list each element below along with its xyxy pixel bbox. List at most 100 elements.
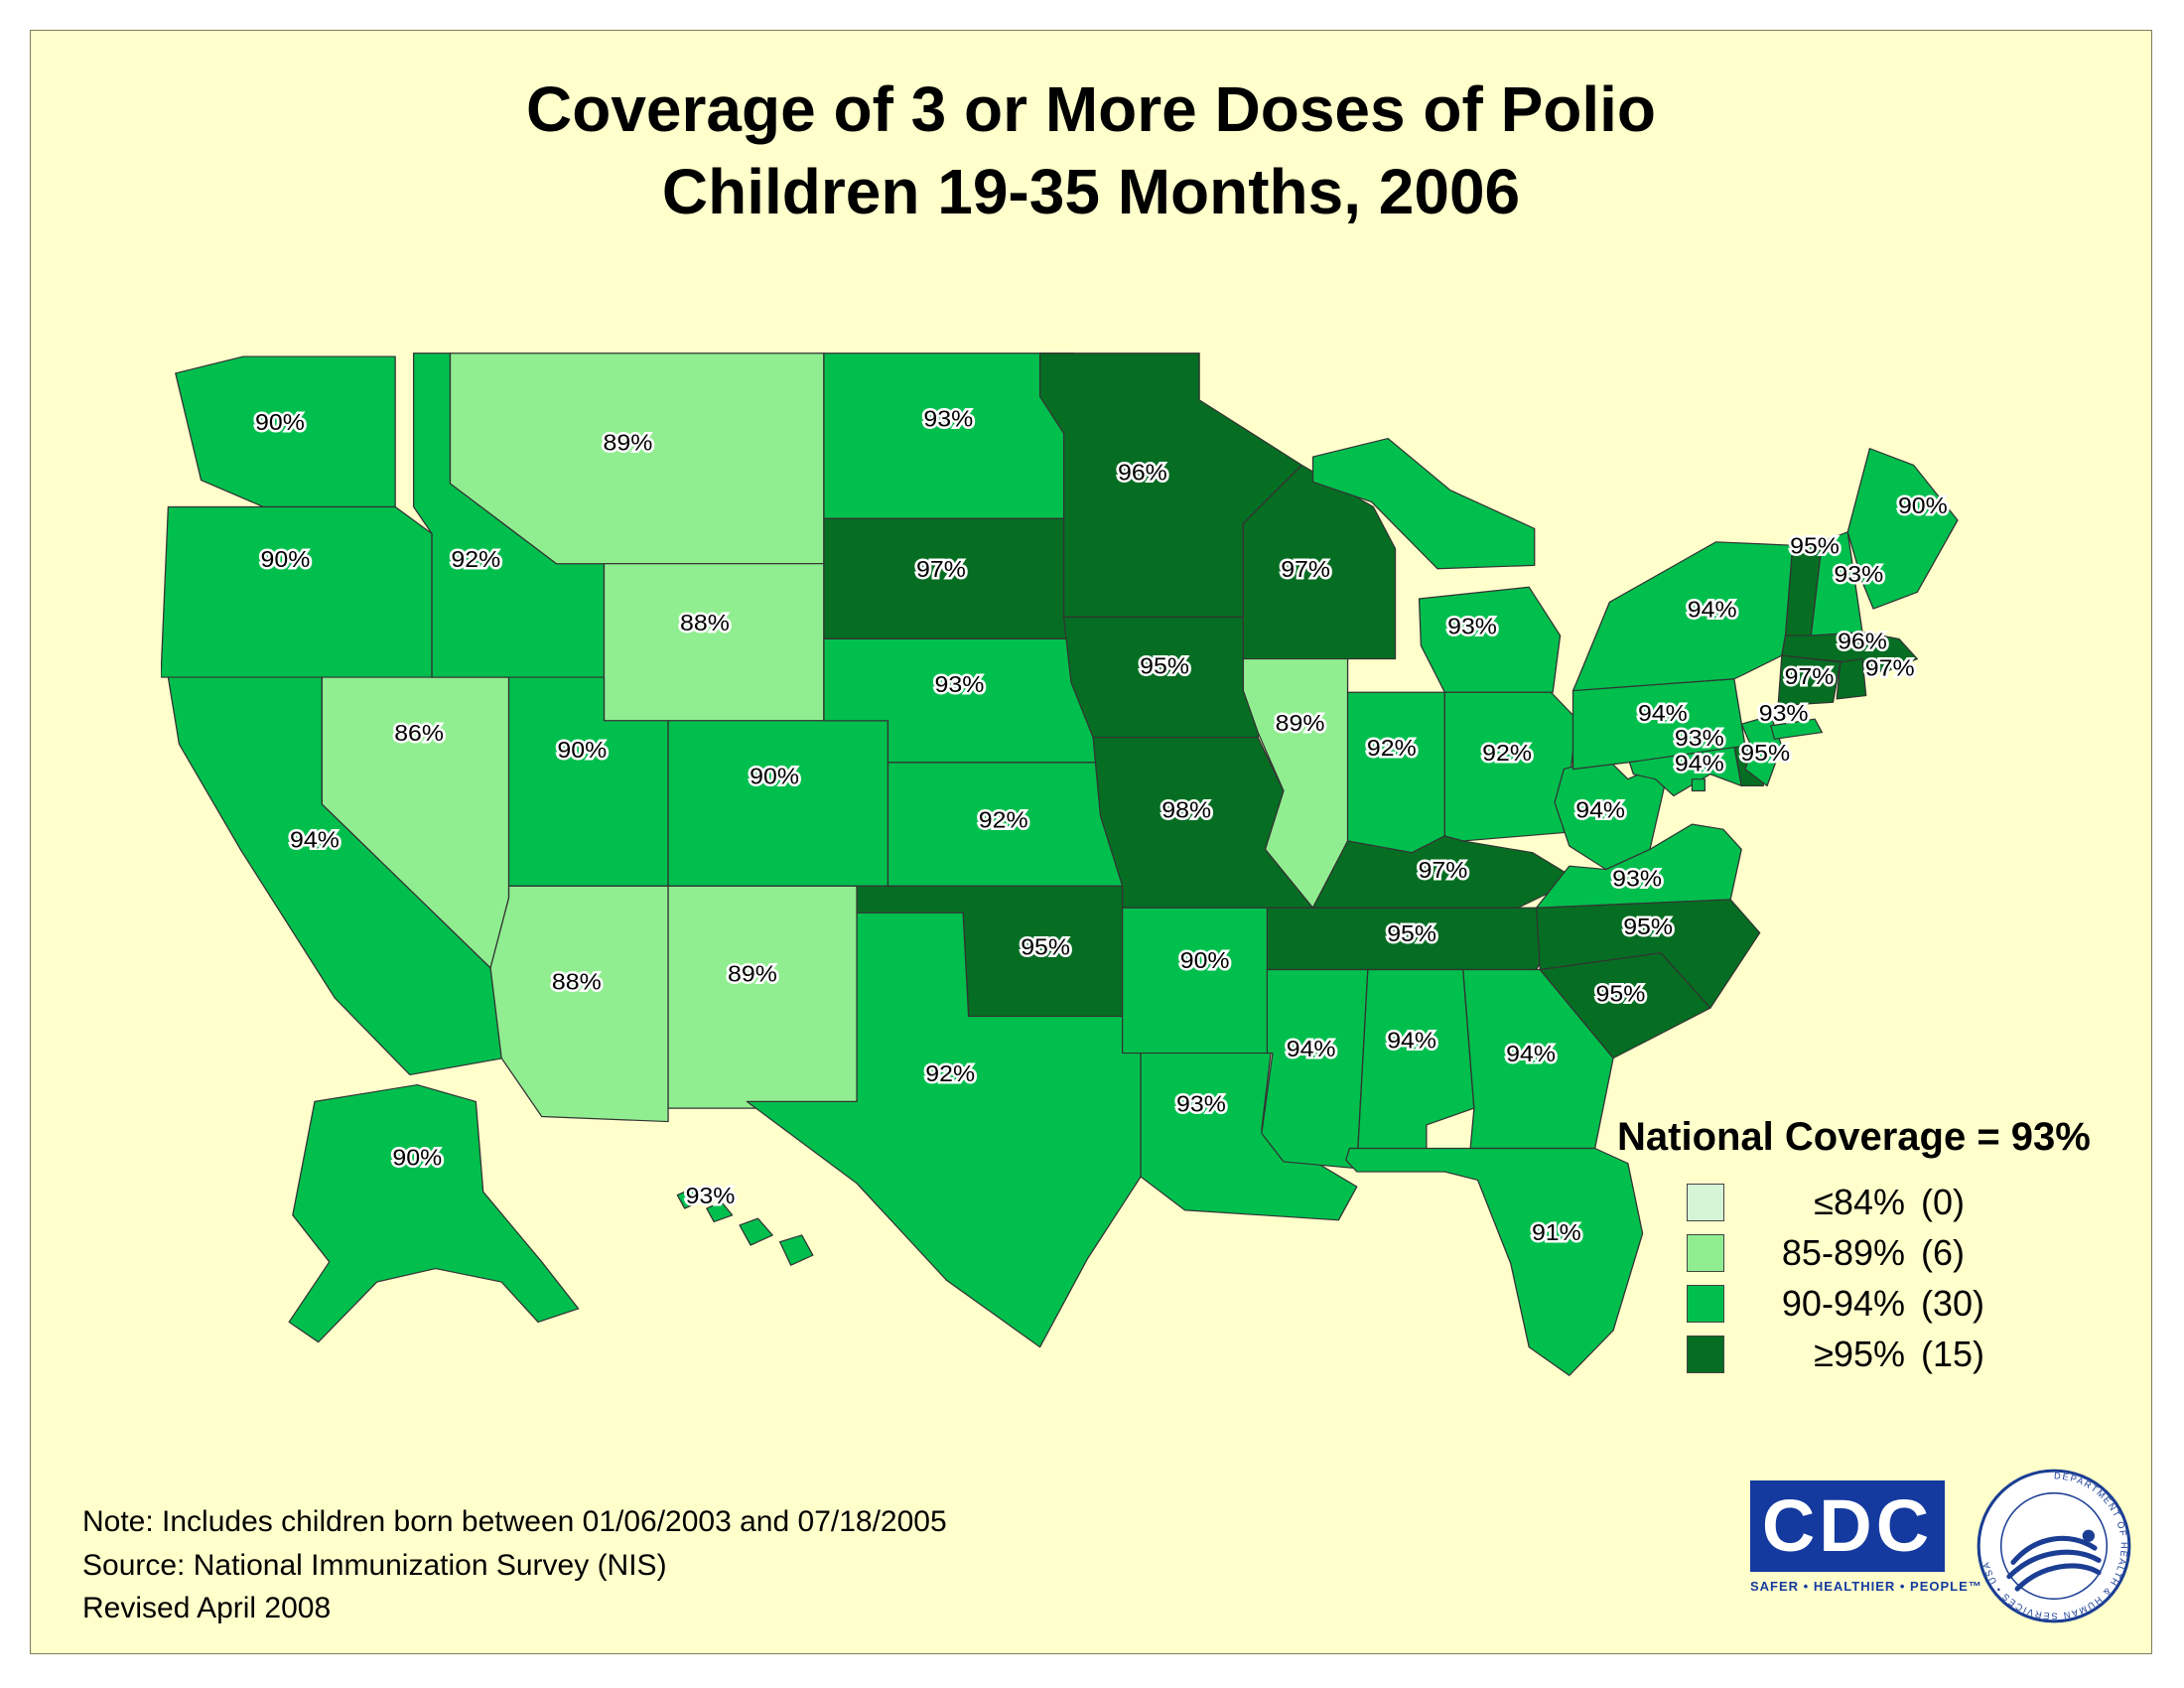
state-tx [746, 912, 1142, 1348]
legend-count-label: (15) [1921, 1334, 1985, 1374]
state-value-label-sc: 95% [1596, 981, 1646, 1007]
state-value-label-mt: 89% [604, 430, 653, 456]
state-value-label-mo: 98% [1161, 797, 1211, 823]
state-value-label-me: 90% [1898, 493, 1948, 519]
state-ct [1777, 654, 1842, 707]
legend-count-label: (6) [1921, 1232, 1965, 1273]
state-value-label-pa: 94% [1638, 701, 1688, 727]
state-value-label-ri: 97% [1865, 655, 1915, 681]
state-value-label-wv: 94% [1575, 797, 1625, 823]
state-value-label-vt: 95% [1790, 534, 1840, 560]
state-in [1346, 691, 1445, 854]
state-value-label-ct: 97% [1785, 664, 1835, 690]
state-wv [1554, 757, 1666, 871]
state-value-label-nm: 89% [728, 961, 777, 987]
state-hi [706, 1200, 734, 1223]
state-wy [603, 563, 825, 722]
state-al [1356, 968, 1475, 1170]
state-la [1140, 1053, 1358, 1221]
legend-item-0: ≤84% (0) [1687, 1182, 2091, 1223]
legend-range-label: ≤84% [1814, 1182, 1905, 1222]
state-va [1535, 823, 1742, 909]
legend-swatch [1687, 1184, 1724, 1221]
state-or [161, 505, 433, 678]
revised-line: Revised April 2008 [82, 1592, 332, 1624]
state-az [489, 885, 669, 1123]
state-value-label-ok: 95% [1021, 934, 1070, 960]
state-nd [823, 352, 1074, 519]
legend-title: National Coverage = 93% [1617, 1115, 2091, 1159]
state-value-label-ny: 94% [1688, 598, 1737, 624]
page-title: Coverage of 3 or More Doses of Polio Chi… [31, 69, 2151, 233]
legend: National Coverage = 93% ≤84% (0) 85-89% (6)… [1617, 1115, 2091, 1384]
legend-count-label: (0) [1921, 1182, 1965, 1222]
state-value-label-la: 93% [1176, 1091, 1226, 1117]
state-value-label-ks: 92% [979, 807, 1028, 833]
state-ny [1770, 718, 1824, 740]
state-value-label-ak: 90% [392, 1145, 442, 1171]
state-value-label-al: 94% [1387, 1029, 1436, 1055]
state-value-label-oh: 92% [1482, 741, 1532, 767]
state-value-label-wa: 90% [255, 410, 305, 436]
map-panel: Coverage of 3 or More Doses of Polio Chi… [30, 30, 2152, 1654]
state-value-label-ne: 93% [934, 672, 984, 698]
state-co [667, 720, 889, 887]
state-value-label-wi: 97% [1281, 557, 1330, 583]
title-line-2: Children 19-35 Months, 2006 [661, 156, 1521, 228]
state-hi [676, 1188, 701, 1209]
state-value-label-nh: 93% [1834, 562, 1883, 588]
state-value-label-ky: 97% [1419, 858, 1468, 884]
state-value-label-wy: 88% [680, 611, 730, 636]
state-value-label-az: 88% [552, 970, 602, 996]
state-value-label-hi: 93% [686, 1184, 736, 1209]
state-value-label-nv: 86% [394, 721, 444, 747]
state-fl [1345, 1147, 1644, 1376]
state-value-label-in: 92% [1367, 736, 1417, 762]
state-ak [288, 1083, 580, 1343]
state-value-label-ia: 95% [1140, 654, 1189, 680]
state-value-label-co: 90% [750, 765, 799, 790]
legend-range-label: 90-94% [1781, 1283, 1905, 1324]
state-value-label-ar: 90% [1180, 948, 1230, 974]
source-line: Source: National Immunization Survey (NI… [82, 1548, 667, 1582]
state-value-label-ca: 94% [290, 828, 340, 854]
legend-swatch [1687, 1234, 1724, 1272]
state-value-label-or: 90% [261, 547, 311, 573]
legend-swatch [1687, 1285, 1724, 1323]
state-value-label-ma: 96% [1838, 629, 1887, 654]
legend-item-2: 90-94% (30) [1687, 1283, 2091, 1325]
state-mi [1418, 586, 1562, 693]
legend-swatch [1687, 1336, 1724, 1373]
state-value-label-de: 95% [1740, 741, 1790, 767]
state-value-label-id: 92% [451, 547, 500, 573]
hhs-seal-icon: DEPARTMENT OF HEALTH & HUMAN SERVICES • … [1977, 1469, 2131, 1623]
state-value-label-mn: 96% [1118, 461, 1167, 487]
legend-item-1: 85-89% (6) [1687, 1232, 2091, 1274]
state-value-label-dc: 94% [1675, 751, 1724, 776]
hhs-eagle-icon [2006, 1535, 2102, 1592]
us-choropleth-map: 90%90%94%86%92%89%88%90%90%88% 89%93%97%9… [161, 352, 1959, 1376]
state-value-label-nj: 93% [1759, 701, 1809, 727]
state-value-label-va: 93% [1612, 866, 1662, 892]
legend-items: ≤84% (0) 85-89% (6) 90-94% (30) ≥95% (15) [1617, 1182, 2091, 1375]
state-mi [1311, 437, 1536, 570]
state-dc [1691, 778, 1706, 792]
state-value-label-ms: 94% [1287, 1037, 1336, 1062]
legend-item-3: ≥95% (15) [1687, 1334, 2091, 1375]
note-line: Note: Includes children born between 01/… [82, 1505, 947, 1538]
state-hi [778, 1234, 814, 1266]
state-ky [1311, 835, 1577, 909]
title-line-1: Coverage of 3 or More Doses of Polio [526, 73, 1656, 145]
legend-range-label: 85-89% [1781, 1232, 1905, 1273]
state-hi [739, 1217, 773, 1246]
state-value-label-tx: 92% [925, 1061, 975, 1087]
state-nj [1740, 715, 1783, 787]
state-value-label-tn: 95% [1387, 921, 1436, 947]
state-value-label-nc: 95% [1623, 914, 1673, 940]
state-ny [1571, 541, 1794, 692]
state-ms [1261, 968, 1369, 1170]
state-value-label-mi: 93% [1447, 614, 1497, 639]
state-value-label-ga: 94% [1506, 1042, 1556, 1067]
legend-count-label: (30) [1921, 1283, 1985, 1324]
state-oh [1443, 691, 1577, 842]
